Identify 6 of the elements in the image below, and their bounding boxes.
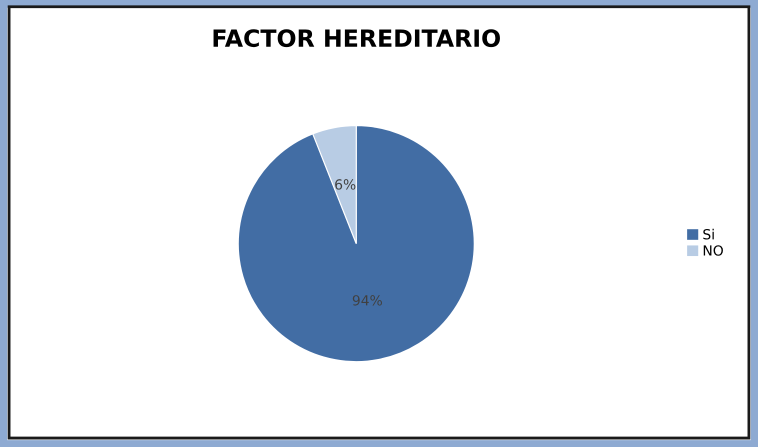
- chart-title: FACTOR HEREDITARIO: [214, 29, 500, 48]
- data-label: 94%: [352, 295, 382, 306]
- legend-label: NO: [704, 245, 723, 256]
- legend-label: Si: [703, 228, 714, 240]
- pie-slice: [238, 125, 475, 362]
- data-label: 6%: [335, 179, 356, 190]
